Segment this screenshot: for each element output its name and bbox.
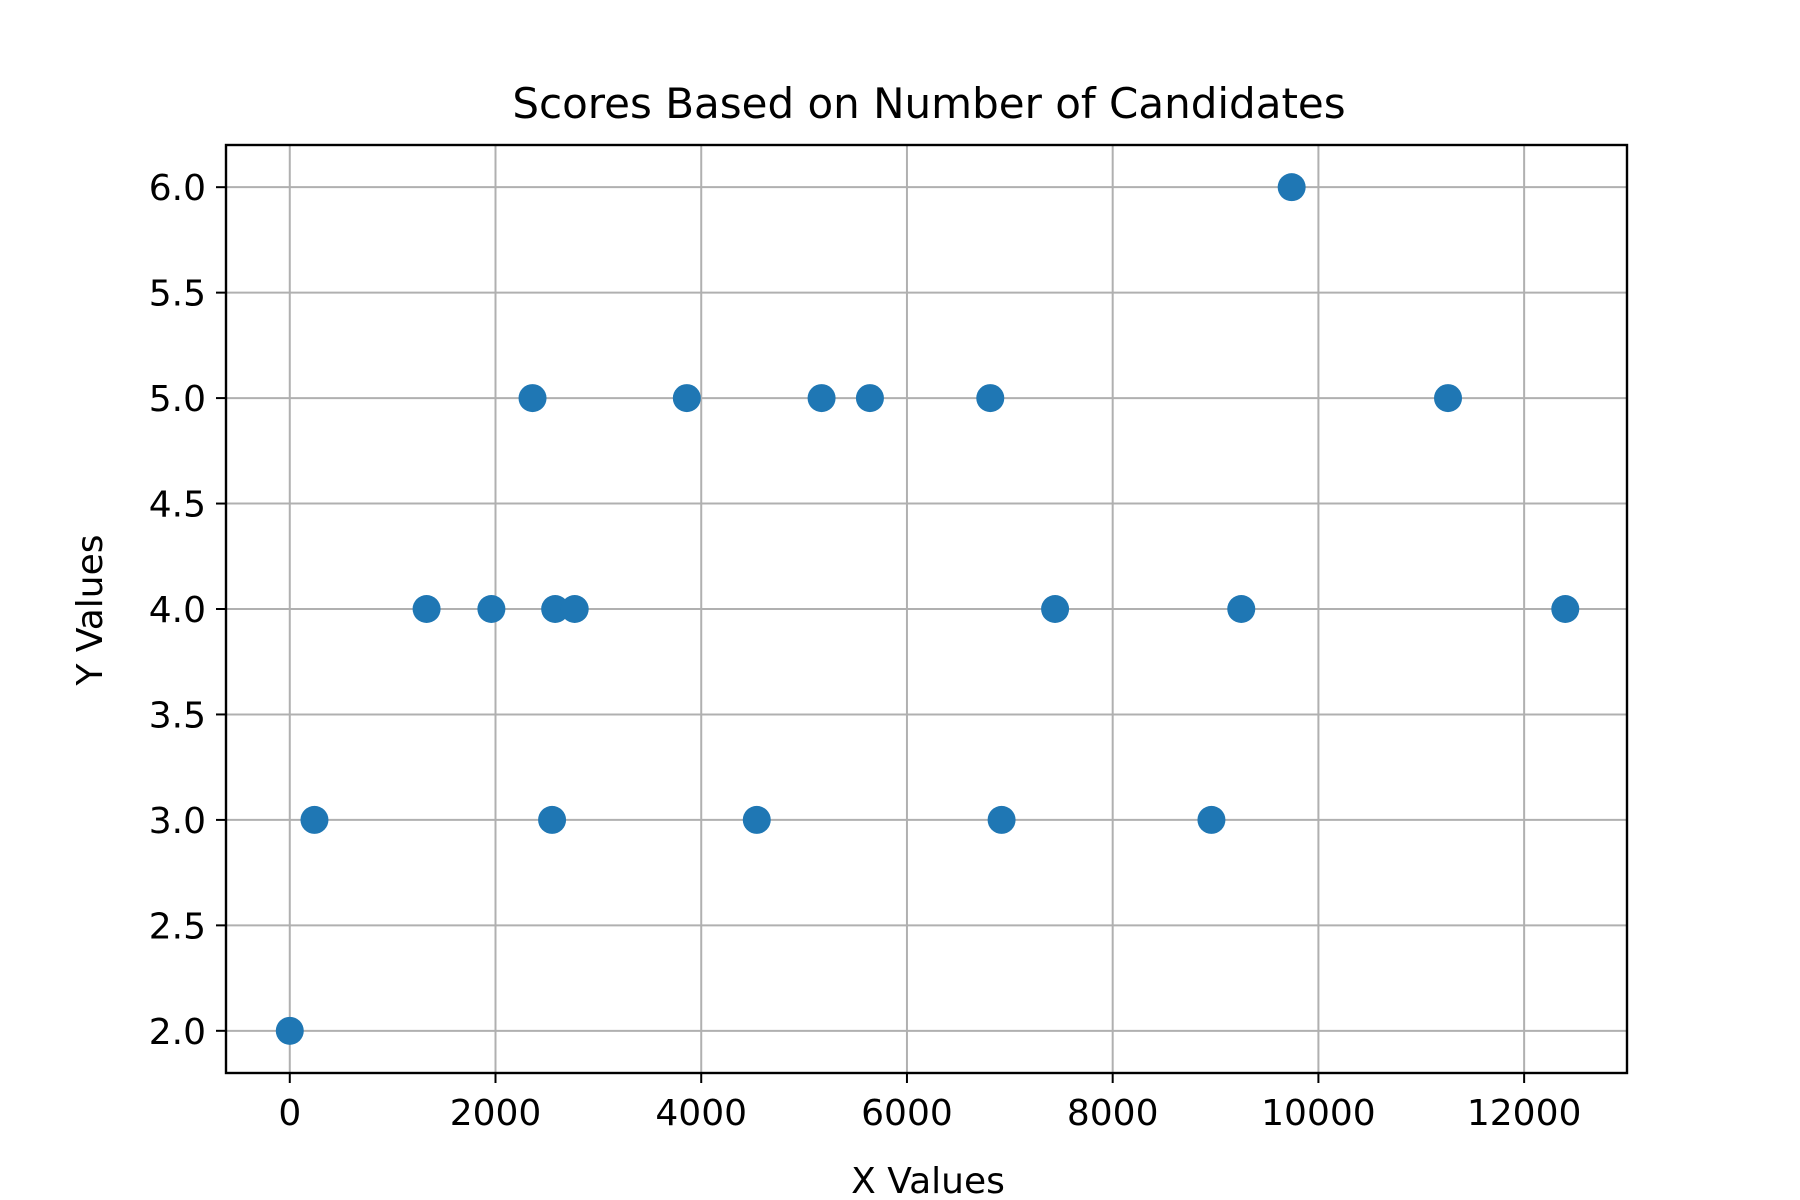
scatter-point xyxy=(518,384,547,413)
scatter-point xyxy=(275,1016,304,1045)
x-tick-label: 0 xyxy=(278,1093,301,1134)
y-axis-label: Y Values xyxy=(70,534,111,686)
chart-title: Scores Based on Number of Candidates xyxy=(512,79,1345,128)
scatter-point xyxy=(477,595,506,623)
y-tick-label: 3.0 xyxy=(149,801,206,842)
scatter-point xyxy=(1197,805,1226,834)
scatter-point xyxy=(541,595,570,623)
x-tick-label: 8000 xyxy=(1067,1093,1159,1134)
y-tick-label: 4.5 xyxy=(149,485,206,526)
x-tick-label: 4000 xyxy=(655,1093,747,1134)
data-points xyxy=(275,173,1580,1045)
y-tick-label: 4.0 xyxy=(149,590,206,631)
scatter-point xyxy=(1551,595,1580,623)
scatter-point xyxy=(300,805,329,834)
x-tick-label: 12000 xyxy=(1467,1093,1582,1134)
scatter-point xyxy=(1277,173,1306,202)
y-tick-label: 2.0 xyxy=(149,1012,206,1053)
scatter-point xyxy=(987,805,1016,834)
scatter-point xyxy=(672,384,701,413)
x-tick-label: 10000 xyxy=(1261,1093,1376,1134)
y-tick-label: 5.5 xyxy=(149,274,206,315)
scatter-point xyxy=(1434,384,1463,413)
x-tick-label: 6000 xyxy=(861,1093,953,1134)
grid-lines xyxy=(226,145,1627,1073)
scatter-point xyxy=(976,384,1005,413)
scatter-point xyxy=(538,805,567,834)
y-tick-label: 2.5 xyxy=(149,906,206,947)
scatter-point xyxy=(1227,595,1256,623)
scatter-point xyxy=(1041,595,1070,623)
plot-frame xyxy=(224,143,1629,1075)
y-tick-label: 5.0 xyxy=(149,379,206,420)
scatter-point xyxy=(412,595,441,623)
scatter-point xyxy=(855,384,884,413)
y-tick-label: 6.0 xyxy=(149,168,206,209)
x-axis-label: X Values xyxy=(851,1161,1005,1200)
scatter-point xyxy=(807,384,836,413)
x-tick-label: 2000 xyxy=(450,1093,542,1134)
scatter-point xyxy=(742,805,771,834)
scatter-point xyxy=(560,595,589,623)
y-tick-label: 3.5 xyxy=(149,695,206,736)
axis-ticks: 0 2000 4000 6000 8000 10000 12000 2.0 2.5 3.0 3.5 4… xyxy=(149,168,1582,1134)
